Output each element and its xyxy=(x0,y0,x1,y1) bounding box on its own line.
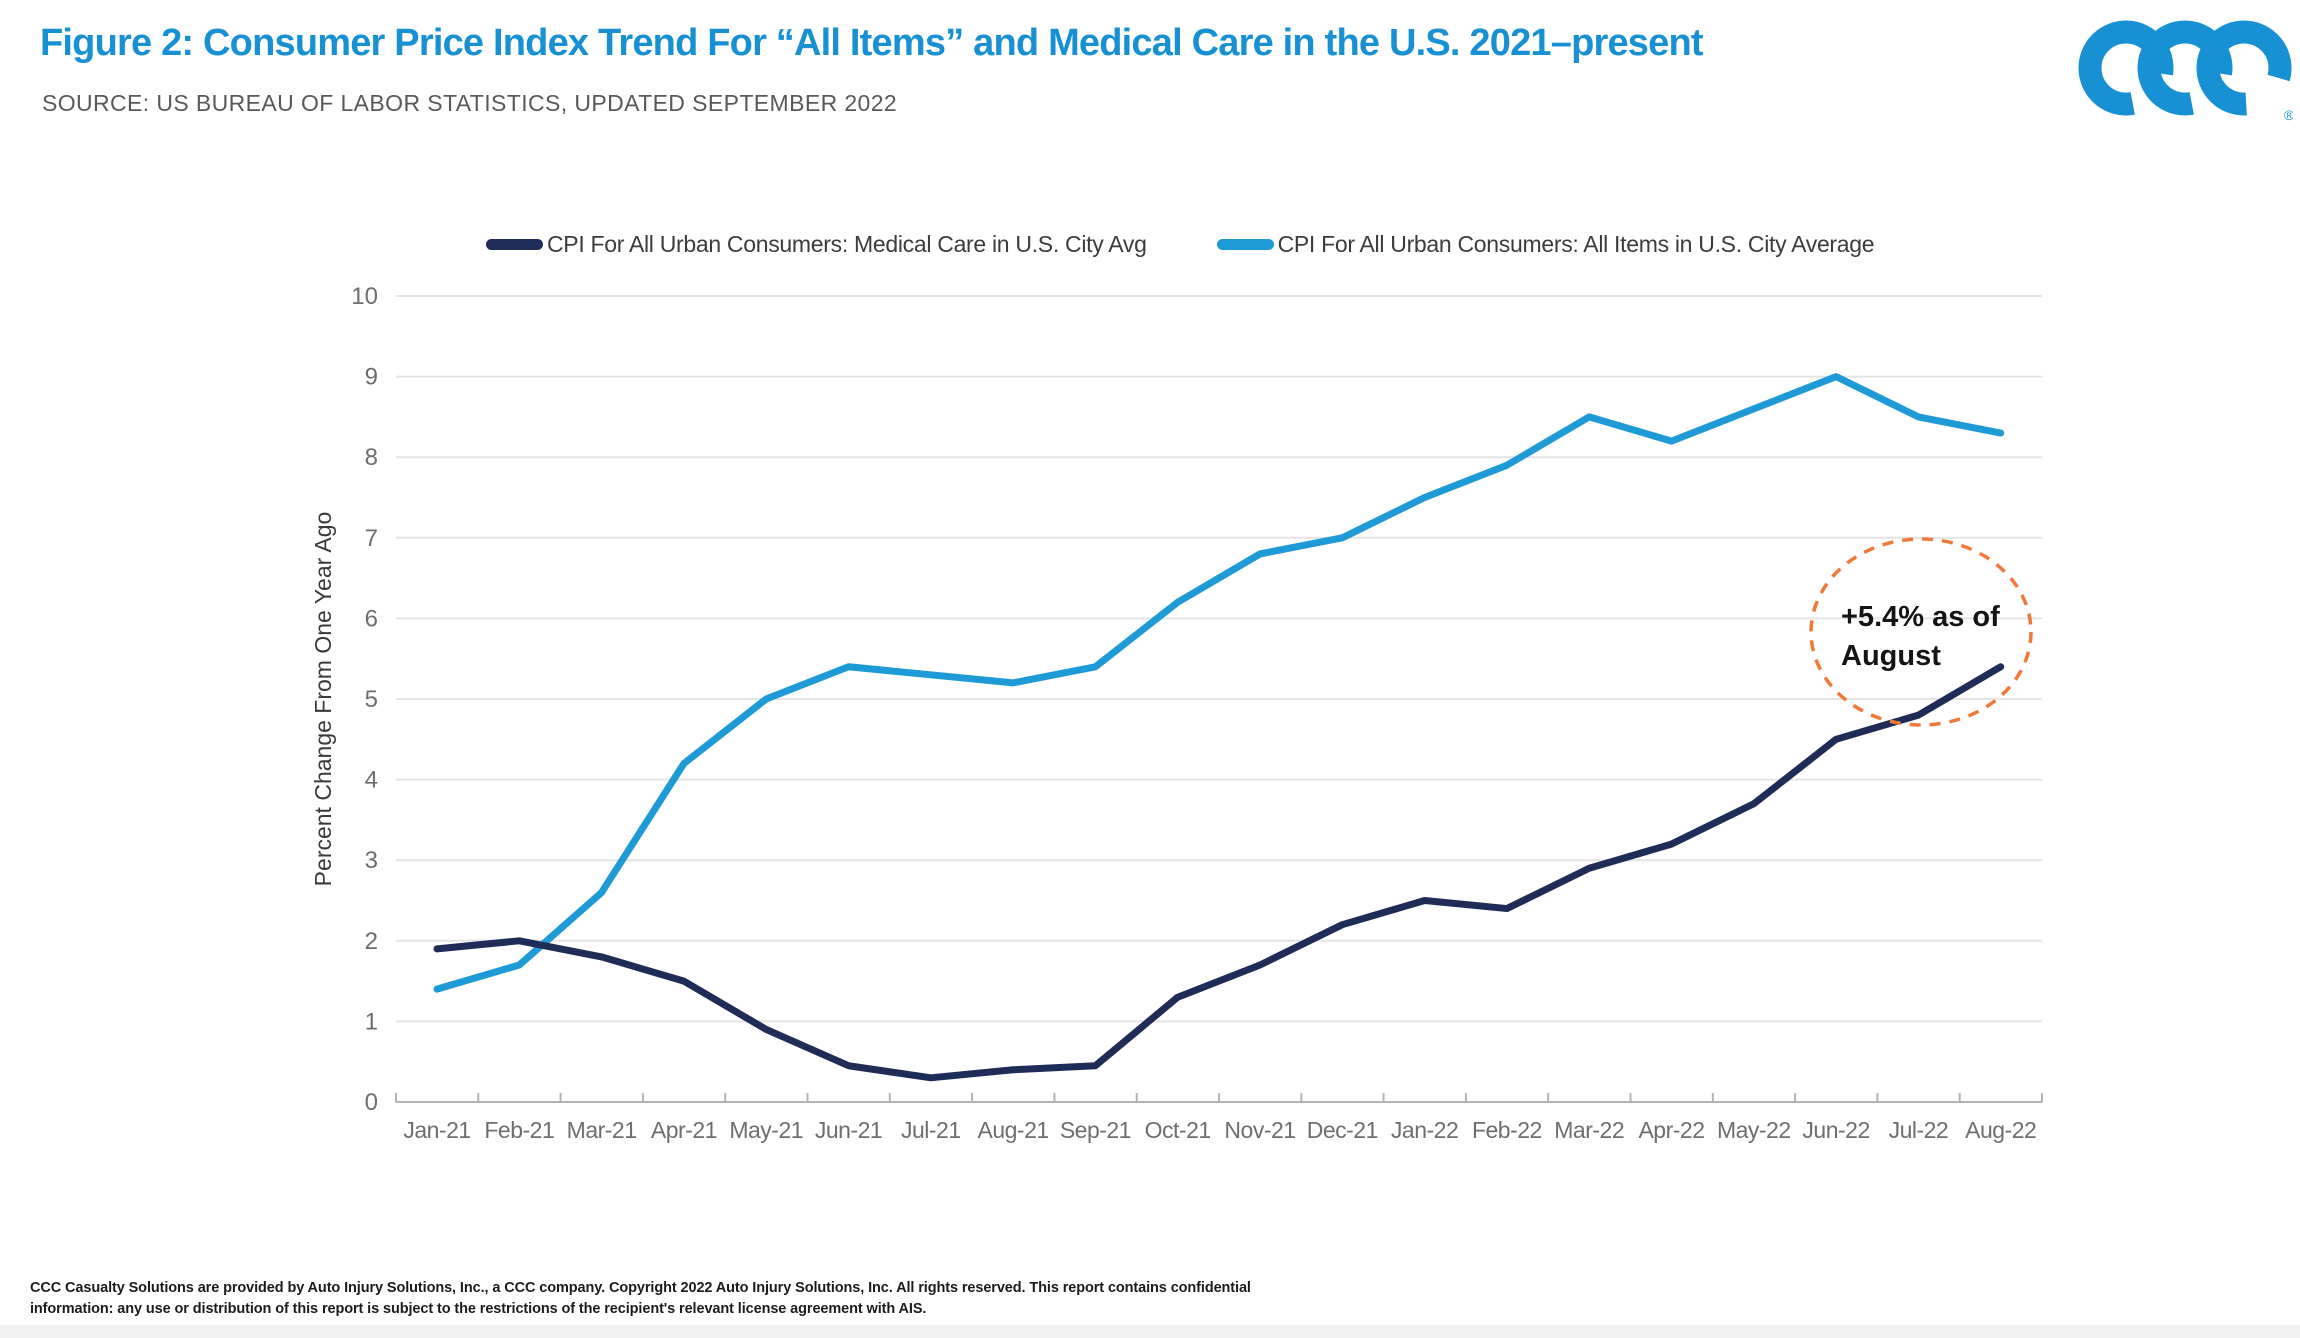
y-tick-label: 1 xyxy=(365,1008,378,1035)
registered-mark: ® xyxy=(2284,107,2293,123)
y-tick-label: 10 xyxy=(351,283,378,310)
x-tick-label: Aug-22 xyxy=(1965,1117,2036,1143)
annotation-text-line1: +5.4% as of xyxy=(1841,601,2000,633)
x-tick-label: Jun-22 xyxy=(1802,1117,1869,1143)
logo-c-icon xyxy=(2196,20,2292,116)
x-tick-label: Feb-22 xyxy=(1472,1117,1542,1143)
y-tick-label: 4 xyxy=(365,767,378,794)
y-tick-label: 0 xyxy=(365,1089,378,1116)
series-line-medical-care xyxy=(433,663,2005,1082)
ccc-logo: ® xyxy=(2078,20,2293,123)
x-tick-label: Jul-21 xyxy=(901,1117,961,1143)
x-tick-label: Nov-21 xyxy=(1224,1117,1295,1143)
footer-disclaimer: CCC Casualty Solutions are provided by A… xyxy=(30,1278,1251,1320)
logo-c-icon xyxy=(2078,20,2174,116)
y-tick-label: 7 xyxy=(365,525,378,552)
y-tick-label: 3 xyxy=(365,847,378,874)
y-axis-title: Percent Change From One Year Ago xyxy=(310,512,336,887)
annotation-circle xyxy=(1809,537,2033,727)
legend-label-medical-care: CPI For All Urban Consumers: Medical Car… xyxy=(547,231,1147,257)
cpi-line-chart: 0 1 2 3 4 5 6 7 8 9 10 Jan-21 Feb-21 Mar-21 Apr-21 May-… xyxy=(310,283,2043,1143)
series-line-all-items xyxy=(433,373,2005,993)
x-tick-label: Mar-21 xyxy=(567,1117,637,1143)
chart-legend: CPI For All Urban Consumers: Medical Car… xyxy=(486,231,1875,258)
legend-swatch-medical-care xyxy=(486,239,543,250)
y-tick-label: 6 xyxy=(365,605,378,632)
y-tick-label: 2 xyxy=(365,928,378,955)
x-tick-label: Jul-22 xyxy=(1889,1117,1949,1143)
x-tick-label: Apr-22 xyxy=(1638,1117,1704,1143)
x-tick-label: Sep-21 xyxy=(1060,1117,1131,1143)
y-tick-label: 9 xyxy=(365,364,378,391)
logo-c-icon xyxy=(2137,20,2233,116)
bottom-band xyxy=(0,1325,2300,1338)
y-tick-label: 8 xyxy=(365,444,378,471)
legend-item-all-items: CPI For All Urban Consumers: All Items i… xyxy=(1216,231,1875,258)
x-tick-label: Dec-21 xyxy=(1307,1117,1378,1143)
footer-line2: information: any use or distribution of … xyxy=(30,1301,927,1318)
x-tick-label: Jan-21 xyxy=(403,1117,470,1143)
x-tick-label: Feb-21 xyxy=(484,1117,554,1143)
x-tick-label: Apr-21 xyxy=(651,1117,717,1143)
x-tick-label: Oct-21 xyxy=(1145,1117,1211,1143)
x-tick-label: May-21 xyxy=(729,1117,803,1143)
x-tick-label: Jan-22 xyxy=(1391,1117,1458,1143)
x-tick-label: May-22 xyxy=(1717,1117,1791,1143)
annotation-text-line2: August xyxy=(1841,640,1941,672)
legend-item-medical-care: CPI For All Urban Consumers: Medical Car… xyxy=(486,231,1147,258)
footer-line1: CCC Casualty Solutions are provided by A… xyxy=(30,1280,1251,1296)
figure-title: Figure 2: Consumer Price Index Trend For… xyxy=(40,22,1704,64)
source-line: SOURCE: US BUREAU OF LABOR STATISTICS, U… xyxy=(42,90,898,116)
x-tick-label: Mar-22 xyxy=(1554,1117,1624,1143)
legend-label-all-items: CPI For All Urban Consumers: All Items i… xyxy=(1277,231,1875,257)
x-tick-label: Aug-21 xyxy=(978,1117,1049,1143)
legend-swatch-all-items xyxy=(1216,239,1274,250)
x-tick-label: Jun-21 xyxy=(815,1117,882,1143)
y-tick-label: 5 xyxy=(365,686,378,713)
